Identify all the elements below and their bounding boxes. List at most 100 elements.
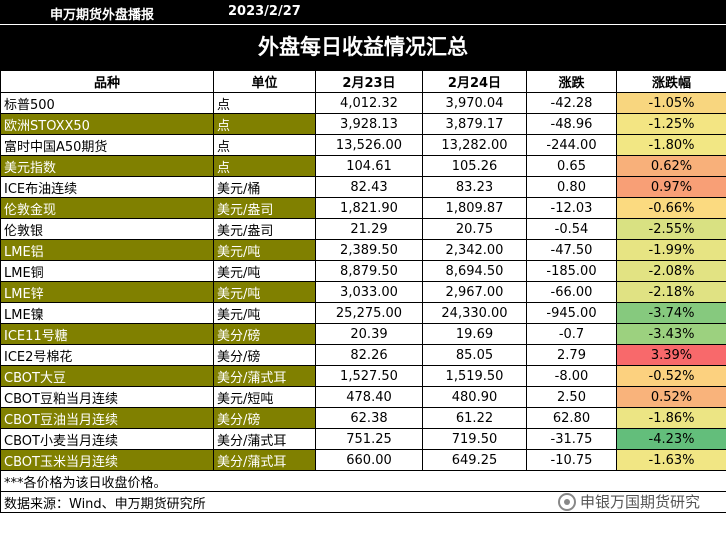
cell-pct-change: 0.97% <box>616 176 726 198</box>
col-header-unit: 单位 <box>213 70 316 93</box>
cell-date1-value: 13,526.00 <box>315 134 423 156</box>
cell-unit: 点 <box>213 92 316 114</box>
cell-name: LME铝 <box>0 239 214 261</box>
cell-date2-value: 2,342.00 <box>422 239 527 261</box>
table-row: LME镍 美元/吨 25,275.00 24,330.00 -945.00 -3.74% <box>0 302 726 324</box>
table-row: ICE布油连续 美元/桶 82.43 83.23 0.80 0.97% <box>0 176 726 198</box>
watermark: 申银万国期货研究 <box>557 491 700 512</box>
table-row: ICE2号棉花 美分/磅 82.26 85.05 2.79 3.39% <box>0 344 726 366</box>
table-row: CBOT玉米当月连续 美分/蒲式耳 660.00 649.25 -10.75 -1.63% <box>0 449 726 471</box>
cell-pct-change: -3.74% <box>616 302 726 324</box>
cell-name: CBOT小麦当月连续 <box>0 428 214 450</box>
cell-unit: 点 <box>213 155 316 177</box>
cell-change: -42.28 <box>526 92 617 114</box>
cell-unit: 美分/蒲式耳 <box>213 449 316 471</box>
cell-date1-value: 104.61 <box>315 155 423 177</box>
table-row: 美元指数点 104.61 105.26 0.65 0.62% <box>0 155 726 177</box>
cell-name: 标普500 <box>0 92 214 114</box>
cell-date2-value: 8,694.50 <box>422 260 527 282</box>
cell-date1-value: 3,033.00 <box>315 281 423 303</box>
cell-unit: 美元/吨 <box>213 302 316 324</box>
cell-date1-value: 1,527.50 <box>315 365 423 387</box>
cell-date1-value: 21.29 <box>315 218 423 240</box>
cell-change: -945.00 <box>526 302 617 324</box>
cell-date2-value: 19.69 <box>422 323 527 345</box>
header-row: 品种 单位 2月23日 2月24日 涨跌 涨跌幅 <box>0 70 726 93</box>
wechat-logo-icon <box>557 492 576 511</box>
cell-change: -48.96 <box>526 113 617 135</box>
cell-name: LME锌 <box>0 281 214 303</box>
cell-pct-change: 3.39% <box>616 344 726 366</box>
cell-date1-value: 660.00 <box>315 449 423 471</box>
cell-unit: 美分/磅 <box>213 407 316 429</box>
cell-pct-change: -2.18% <box>616 281 726 303</box>
table-title: 外盘每日收益情况汇总 <box>0 24 726 70</box>
col-header-pct: 涨跌幅 <box>616 70 726 93</box>
table-row: 伦敦金现 美元/盎司 1,821.90 1,809.87 -12.03 -0.66% <box>0 197 726 219</box>
watermark-text: 申银万国期货研究 <box>579 493 700 511</box>
cell-date1-value: 62.38 <box>315 407 423 429</box>
cell-unit: 美元/短吨 <box>213 386 316 408</box>
cell-date2-value: 649.25 <box>422 449 527 471</box>
cell-date1-value: 8,879.50 <box>315 260 423 282</box>
cell-name: LME铜 <box>0 260 214 282</box>
col-header-date1: 2月23日 <box>315 70 423 93</box>
table-row: LME锌 美元/吨 3,033.00 2,967.00 -66.00 -2.18% <box>0 281 726 303</box>
cell-change: 2.79 <box>526 344 617 366</box>
source-row: 数据来源：Wind、申万期货研究所 <box>0 491 726 513</box>
cell-pct-change: -1.99% <box>616 239 726 261</box>
cell-unit: 美分/磅 <box>213 344 316 366</box>
source-text: 数据来源：Wind、申万期货研究所 <box>0 491 726 513</box>
cell-unit: 美元/吨 <box>213 260 316 282</box>
cell-date1-value: 478.40 <box>315 386 423 408</box>
cell-pct-change: -0.52% <box>616 365 726 387</box>
cell-date2-value: 1,809.87 <box>422 197 527 219</box>
table-row: 标普500 点 4,012.32 3,970.04 -42.28 -1.05% <box>0 92 726 114</box>
cell-change: -0.7 <box>526 323 617 345</box>
cell-unit: 美分/蒲式耳 <box>213 428 316 450</box>
cell-pct-change: -1.25% <box>616 113 726 135</box>
cell-change: -12.03 <box>526 197 617 219</box>
cell-change: 0.65 <box>526 155 617 177</box>
cell-date2-value: 85.05 <box>422 344 527 366</box>
cell-pct-change: -4.23% <box>616 428 726 450</box>
cell-name: LME镍 <box>0 302 214 324</box>
cell-pct-change: -1.63% <box>616 449 726 471</box>
cell-change: -0.54 <box>526 218 617 240</box>
cell-date2-value: 24,330.00 <box>422 302 527 324</box>
col-header-date2: 2月24日 <box>422 70 527 93</box>
cell-date2-value: 2,967.00 <box>422 281 527 303</box>
cell-name: 富时中国A50期货 <box>0 134 214 156</box>
note-text: ***各价格为该日收盘价格。 <box>0 470 726 492</box>
table-row: LME铜 美元/吨 8,879.50 8,694.50 -185.00 -2.08% <box>0 260 726 282</box>
cell-date1-value: 82.43 <box>315 176 423 198</box>
data-table: 品种 单位 2月23日 2月24日 涨跌 涨跌幅 标普500 点 4,012.32 3… <box>0 70 726 513</box>
table-row: ICE11号糖 美分/磅 20.39 19.69 -0.7 -3.43% <box>0 323 726 345</box>
cell-change: -66.00 <box>526 281 617 303</box>
cell-date1-value: 1,821.90 <box>315 197 423 219</box>
cell-change: 2.50 <box>526 386 617 408</box>
cell-name: CBOT玉米当月连续 <box>0 449 214 471</box>
cell-date2-value: 3,879.17 <box>422 113 527 135</box>
cell-name: CBOT大豆 <box>0 365 214 387</box>
cell-unit: 美分/蒲式耳 <box>213 365 316 387</box>
cell-pct-change: -1.05% <box>616 92 726 114</box>
cell-pct-change: 0.62% <box>616 155 726 177</box>
cell-pct-change: 0.52% <box>616 386 726 408</box>
cell-date2-value: 20.75 <box>422 218 527 240</box>
table-row: LME铝 美元/吨 2,389.50 2,342.00 -47.50 -1.99% <box>0 239 726 261</box>
col-header-change: 涨跌 <box>526 70 617 93</box>
cell-pct-change: -1.80% <box>616 134 726 156</box>
top-bar: 申万期货外盘播报 2023/2/27 <box>0 0 726 24</box>
cell-date1-value: 25,275.00 <box>315 302 423 324</box>
cell-name: 伦敦银 <box>0 218 214 240</box>
cell-date1-value: 751.25 <box>315 428 423 450</box>
cell-pct-change: -0.66% <box>616 197 726 219</box>
cell-name: CBOT豆油当月连续 <box>0 407 214 429</box>
cell-unit: 美元/盎司 <box>213 197 316 219</box>
cell-change: -10.75 <box>526 449 617 471</box>
cell-unit: 点 <box>213 113 316 135</box>
cell-pct-change: -2.08% <box>616 260 726 282</box>
cell-unit: 美元/吨 <box>213 239 316 261</box>
